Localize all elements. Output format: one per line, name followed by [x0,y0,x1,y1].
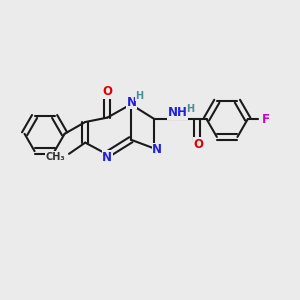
Text: N: N [102,151,112,164]
Text: H: H [135,91,143,100]
Text: NH: NH [167,106,187,119]
Text: N: N [127,95,136,109]
Text: H: H [187,104,195,114]
Text: F: F [262,112,270,126]
Text: N: N [152,143,162,157]
Text: O: O [102,85,112,98]
Text: O: O [194,138,204,151]
Text: CH₃: CH₃ [46,152,66,162]
